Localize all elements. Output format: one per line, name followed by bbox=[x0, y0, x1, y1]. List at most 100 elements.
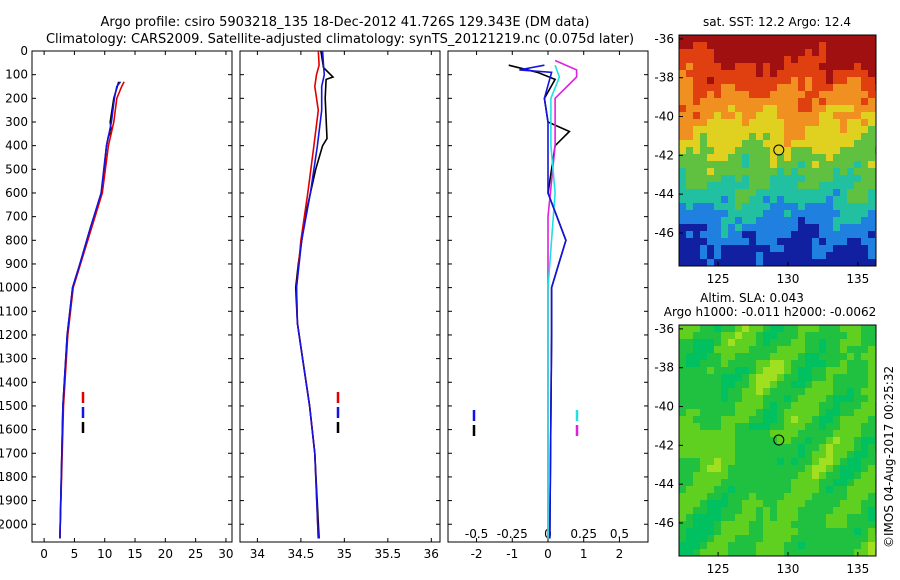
sla-map-cell bbox=[728, 451, 735, 458]
sla-map-cell bbox=[749, 493, 756, 500]
sla-map-cell bbox=[798, 535, 805, 542]
sst-map-cell bbox=[700, 238, 707, 245]
sst-map-cell bbox=[742, 147, 749, 154]
sla-map-cell bbox=[784, 493, 791, 500]
sst-map-cell bbox=[749, 154, 756, 161]
sla-map-cell bbox=[700, 388, 707, 395]
sst-map-cell bbox=[763, 210, 770, 217]
sst-map-cell bbox=[756, 140, 763, 147]
sla-map-cell bbox=[707, 500, 714, 507]
sla-map-cell bbox=[798, 444, 805, 451]
sla-map-cell bbox=[847, 332, 854, 339]
sst-map-cell bbox=[700, 126, 707, 133]
sst-map-cell bbox=[826, 154, 833, 161]
sla-map-cell bbox=[721, 409, 728, 416]
sla-map-cell bbox=[833, 542, 840, 549]
sst-map-cell bbox=[742, 217, 749, 224]
sla-map-cell bbox=[756, 367, 763, 374]
sst-map-cell bbox=[805, 203, 812, 210]
sst-map-cell bbox=[721, 245, 728, 252]
sst-map-cell bbox=[861, 182, 868, 189]
sst-map-cell bbox=[735, 112, 742, 119]
sla-map-cell bbox=[693, 367, 700, 374]
sst-map-cell bbox=[847, 42, 854, 49]
sst-map-cell bbox=[826, 168, 833, 175]
sla-map-cell bbox=[861, 339, 868, 346]
sla-map-cell bbox=[868, 402, 875, 409]
sla-map-cell bbox=[770, 381, 777, 388]
sst-map-cell bbox=[707, 105, 714, 112]
sla-map-cell bbox=[819, 346, 826, 353]
sla-map-cell bbox=[826, 353, 833, 360]
sst-map-cell bbox=[847, 63, 854, 70]
sst-map-cell bbox=[784, 112, 791, 119]
sst-map-cell bbox=[812, 35, 819, 42]
sla-map-cell bbox=[707, 437, 714, 444]
sla-map-cell bbox=[798, 437, 805, 444]
sla-map-cell bbox=[847, 402, 854, 409]
sst-map-cell bbox=[854, 189, 861, 196]
sla-map-cell bbox=[868, 479, 875, 486]
sst-map-cell bbox=[700, 245, 707, 252]
sla-map-cell bbox=[826, 402, 833, 409]
sst-map-cell bbox=[868, 252, 875, 259]
sst-map-cell bbox=[763, 35, 770, 42]
sst-map-cell bbox=[833, 105, 840, 112]
sla-map-cell bbox=[784, 409, 791, 416]
sst-map-cell bbox=[777, 49, 784, 56]
sla-map-cell bbox=[721, 500, 728, 507]
sla-map-cell bbox=[735, 542, 742, 549]
sla-map-cell bbox=[868, 521, 875, 528]
sla-map-cell bbox=[686, 507, 693, 514]
sst-map-cell bbox=[763, 217, 770, 224]
sla-map-cell bbox=[756, 388, 763, 395]
sla-map-cell bbox=[847, 535, 854, 542]
sla-map-cell bbox=[854, 528, 861, 535]
sla-map-cell bbox=[679, 479, 686, 486]
sla-map-cell bbox=[826, 409, 833, 416]
sst-map-cell bbox=[812, 91, 819, 98]
sst-map-cell bbox=[805, 35, 812, 42]
sst-map-cell bbox=[777, 168, 784, 175]
sla-map-cell bbox=[728, 521, 735, 528]
sst-map-cell bbox=[868, 56, 875, 63]
sla-map-cell bbox=[700, 367, 707, 374]
sla-map-cell bbox=[756, 423, 763, 430]
sla-map-cell bbox=[707, 339, 714, 346]
sla-map-cell bbox=[679, 542, 686, 549]
sst-map-cell bbox=[791, 105, 798, 112]
sst-map-cell bbox=[693, 259, 700, 266]
sla-map-cell bbox=[812, 388, 819, 395]
sst-map-cell bbox=[721, 63, 728, 70]
sla-map-cell bbox=[714, 542, 721, 549]
sla-map-cell bbox=[784, 479, 791, 486]
sla-map-cell bbox=[805, 458, 812, 465]
sst-map-cell bbox=[826, 105, 833, 112]
sst-map-cell bbox=[784, 42, 791, 49]
sla-map-cell bbox=[826, 395, 833, 402]
sst-map-cell bbox=[679, 140, 686, 147]
sst-map-cell bbox=[679, 238, 686, 245]
sst-map-cell bbox=[693, 147, 700, 154]
sla-map-cell bbox=[763, 486, 770, 493]
sla-map-cell bbox=[868, 325, 875, 332]
sst-map-cell bbox=[847, 91, 854, 98]
sla-map-cell bbox=[819, 493, 826, 500]
sst-map-cell bbox=[749, 259, 756, 266]
sla-map-cell bbox=[840, 521, 847, 528]
sst-map-cell bbox=[707, 175, 714, 182]
sst-map-cell bbox=[693, 196, 700, 203]
sst-map-cell bbox=[770, 203, 777, 210]
sla-map-cell bbox=[707, 444, 714, 451]
sla-map-cell bbox=[812, 423, 819, 430]
sst-map-cell bbox=[700, 70, 707, 77]
sst-map-cell bbox=[749, 252, 756, 259]
sst-map-cell bbox=[805, 70, 812, 77]
sst-map-cell bbox=[770, 126, 777, 133]
sla-map-cell bbox=[819, 332, 826, 339]
sst-map-cell bbox=[749, 70, 756, 77]
diff-series-t-satellite bbox=[519, 64, 567, 539]
sst-map-cell bbox=[861, 119, 868, 126]
sst-map-cell bbox=[833, 56, 840, 63]
sla-map-cell bbox=[700, 332, 707, 339]
